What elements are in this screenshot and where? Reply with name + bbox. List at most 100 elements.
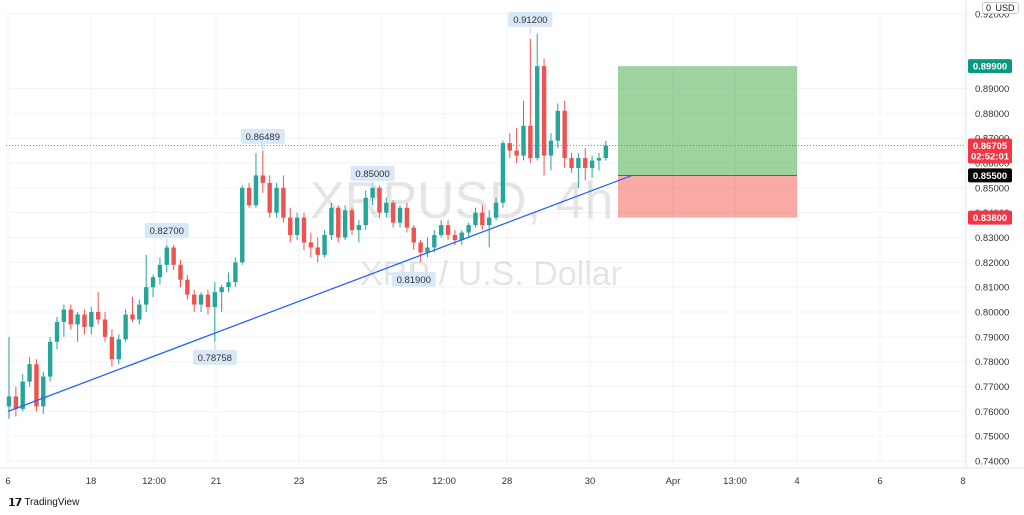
candle: [47, 336, 53, 382]
price-callout: 0.91200: [508, 11, 553, 34]
candle-body: [164, 247, 169, 265]
candle-body: [260, 175, 266, 183]
time-tick-label: 30: [585, 476, 596, 487]
candle-body: [144, 287, 149, 305]
candle: [212, 282, 217, 342]
candle: [95, 292, 101, 325]
candle-body: [89, 312, 94, 327]
candle: [569, 153, 574, 173]
candle-body: [82, 314, 87, 327]
candle: [596, 153, 602, 171]
stop-loss-tag-label: 0.83800: [973, 213, 1007, 224]
candle-body: [123, 314, 128, 340]
candle: [404, 202, 410, 233]
candle: [603, 140, 609, 161]
take-profit-tag-box: [968, 59, 1012, 74]
candle-body: [294, 217, 300, 236]
currency-badge[interactable]: 0 USD: [982, 2, 1019, 14]
candle: [164, 244, 169, 273]
tradingview-brand[interactable]: 𝟭𝟳 TradingView: [8, 496, 79, 509]
candle-body: [130, 314, 135, 320]
candle-body: [20, 381, 25, 409]
candle-body: [349, 210, 355, 231]
time-tick-label: 21: [211, 476, 222, 487]
candle: [418, 240, 423, 263]
candle: [226, 272, 231, 293]
candle-body: [219, 287, 224, 293]
candle-body: [95, 312, 101, 320]
candle-body: [493, 202, 499, 218]
candle-body: [473, 212, 478, 226]
candle: [521, 100, 526, 161]
candle-body: [198, 294, 204, 305]
candle-body: [336, 207, 341, 238]
brand-label: TradingView: [24, 497, 80, 508]
candle: [192, 289, 197, 313]
candle: [89, 307, 94, 335]
candle: [75, 312, 80, 342]
candle: [54, 316, 60, 350]
candle: [342, 205, 348, 240]
time-tick-label: 12:00: [142, 476, 166, 487]
callout-label: 0.85000: [355, 169, 389, 180]
current-price-tag-countdown: 02:52:01: [971, 152, 1010, 163]
candle: [514, 128, 519, 164]
candle: [6, 336, 12, 419]
candle-body: [47, 341, 53, 377]
candle-body: [390, 202, 396, 223]
candle-body: [233, 262, 238, 283]
candle-body: [583, 158, 588, 168]
candle-body: [425, 247, 430, 253]
candle-body: [109, 336, 115, 360]
time-tick-label: 6: [5, 476, 10, 487]
price-tick-label: 0.81000: [975, 283, 1009, 294]
currency-label: USD: [995, 3, 1015, 13]
entry-price-tag-box: [968, 168, 1012, 183]
candle-body: [246, 187, 252, 206]
candle: [432, 230, 437, 253]
price-tick-label: 0.88000: [975, 109, 1009, 120]
candle-body: [102, 319, 108, 337]
candle-body: [576, 158, 581, 168]
candle-body: [480, 212, 485, 226]
time-tick-label: 6: [877, 476, 882, 487]
trendline[interactable]: [7, 174, 633, 412]
candle: [233, 257, 238, 288]
tradingview-logo-icon: 𝟭𝟳: [8, 497, 22, 509]
price-callout: 0.85000: [350, 165, 395, 188]
candle-body: [54, 321, 60, 342]
candle: [466, 222, 471, 238]
candle: [336, 205, 341, 243]
take-profit-tag: 0.89900: [968, 59, 1012, 74]
candle-body: [562, 110, 567, 159]
time-tick-label: Apr: [666, 476, 681, 487]
candles[interactable]: [6, 33, 609, 419]
candle-body: [514, 150, 519, 156]
candle: [137, 299, 142, 325]
price-tick-label: 0.76000: [975, 407, 1009, 418]
time-tick-label: 13:00: [723, 476, 747, 487]
candle-body: [178, 264, 183, 280]
candle: [315, 237, 320, 263]
time-axis[interactable]: 6 18 12:00 21 23 25 12:00 28 30 Apr 13:00 4 6 8: [0, 467, 1024, 487]
candle-body: [555, 110, 560, 141]
candle-body: [541, 66, 547, 156]
long-position-tool[interactable]: [618, 66, 797, 218]
callout-label: 0.81900: [397, 275, 431, 286]
candle: [41, 371, 46, 414]
candle-body: [535, 66, 540, 159]
candle: [438, 220, 444, 238]
candle: [178, 259, 183, 288]
price-axis[interactable]: 0.920000.890000.880000.870000.860000.850…: [965, 0, 1009, 468]
candle-body: [404, 207, 410, 228]
callout-box: [192, 349, 237, 365]
candle-body: [466, 225, 471, 233]
candle-body: [34, 364, 39, 407]
candle-body: [500, 143, 506, 203]
price-callouts: 0.82700 0.78758 0.86489 0.85000 0.81900 0.912…: [144, 11, 553, 365]
candle-body: [342, 210, 348, 238]
entry-price-tag: 0.85500: [968, 168, 1012, 183]
